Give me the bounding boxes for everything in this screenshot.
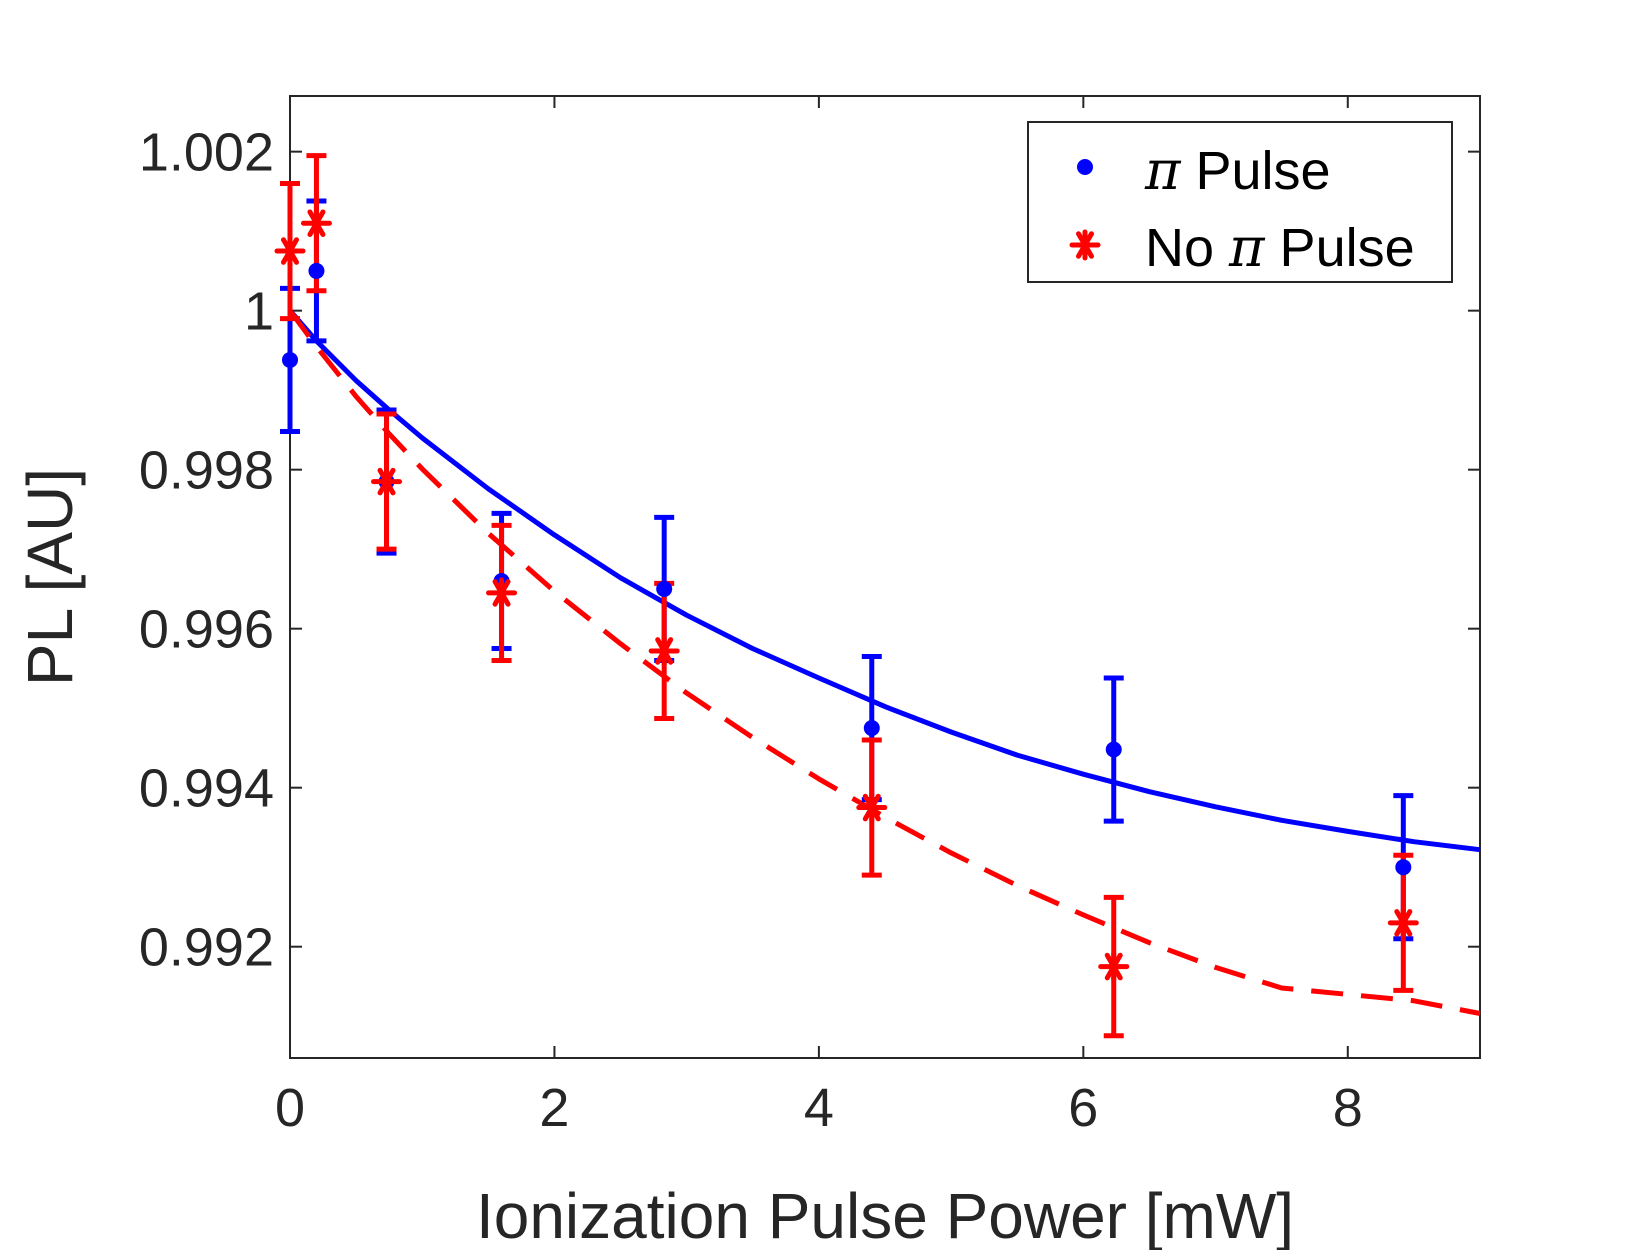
data-point-pi-pulse [282, 351, 298, 368]
data-point-no-pi-pulse [300, 207, 332, 239]
x-tick-label: 4 [804, 1078, 834, 1138]
legend-dot [1077, 159, 1093, 175]
y-tick-label: 0.994 [139, 759, 274, 819]
y-tick-label: 0.998 [139, 441, 274, 501]
legend-label-no-pi-pulse: No π Pulse [1145, 216, 1415, 279]
x-tick-label: 0 [275, 1078, 305, 1138]
data-point-pi-pulse [1395, 859, 1412, 876]
data-point-no-pi-pulse [1387, 907, 1419, 939]
x-tick-label: 6 [1068, 1078, 1098, 1138]
data-point-pi-pulse [1105, 741, 1122, 758]
legend-box [1027, 121, 1453, 283]
x-tick-label: 8 [1333, 1078, 1363, 1138]
y-tick-label: 1.002 [139, 123, 274, 183]
data-point-no-pi-pulse [856, 792, 888, 824]
y-tick-label: 1 [244, 282, 274, 342]
data-point-no-pi-pulse [648, 635, 680, 667]
fit-curve-pi-pulse [288, 309, 1481, 853]
legend-marker-no-pi-pulse [1069, 229, 1101, 261]
data-point-pi-pulse [863, 720, 880, 737]
data-markers [274, 207, 1419, 983]
legend-label-pi-pulse: π Pulse [1144, 139, 1331, 202]
data-point-no-pi-pulse [486, 577, 518, 609]
x-tick-label: 2 [539, 1078, 569, 1138]
data-point-no-pi-pulse [274, 235, 306, 267]
fit-curves [287, 309, 1481, 1016]
data-point-pi-pulse [308, 262, 325, 279]
data-point-no-pi-pulse [371, 466, 403, 498]
fit-curve-no-pi-pulse [287, 309, 1481, 1016]
legend: π Pulse No π Pulse [1027, 121, 1453, 283]
y-axis-title: PL [AU] [14, 468, 86, 686]
legend-marker-pi-pulse [1077, 159, 1093, 175]
x-axis-title: Ionization Pulse Power [mW] [476, 1180, 1294, 1250]
y-tick-label: 0.996 [139, 600, 274, 660]
data-point-no-pi-pulse [1098, 951, 1130, 983]
axis-ticks: 0 2 4 6 8 0.992 0.994 0.996 0.998 1 1.002 [139, 96, 1480, 1138]
legend-asterisk [1069, 229, 1101, 261]
data-point-pi-pulse [656, 580, 673, 597]
y-tick-label: 0.992 [139, 918, 274, 978]
